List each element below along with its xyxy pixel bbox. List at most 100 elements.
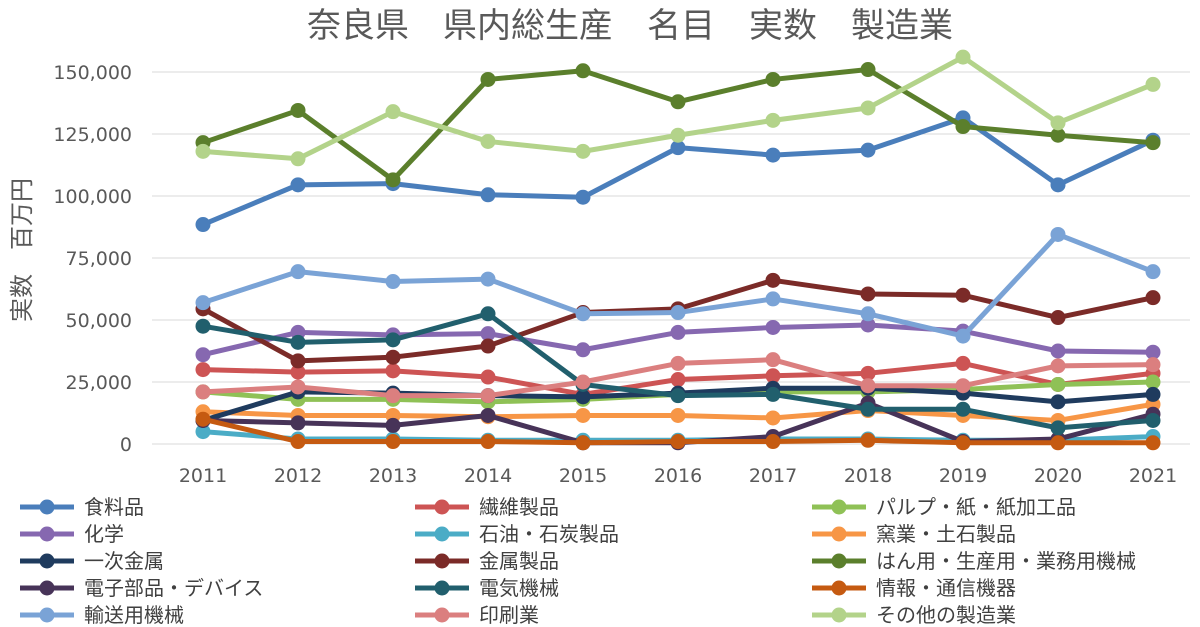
y-axis-ticks: 0 25,000 50,000 75,000 100,000 125,000 150,000 (53, 62, 132, 456)
x-tick-label: 2019 (939, 465, 987, 487)
data-point (480, 271, 496, 287)
legend-item: 輸送用機械 (20, 603, 184, 627)
data-point (765, 410, 781, 426)
data-point (955, 287, 971, 303)
data-point (670, 324, 686, 340)
data-point (385, 363, 401, 379)
legend-item: 金属製品 (415, 549, 559, 573)
data-point (955, 328, 971, 344)
data-point (290, 334, 306, 350)
data-point (670, 127, 686, 143)
legend-item: 石油・石炭製品 (415, 522, 619, 546)
legend-swatch-marker (434, 526, 450, 542)
x-tick-label: 2011 (179, 465, 227, 487)
legend-swatch-marker (39, 499, 55, 515)
data-point (480, 187, 496, 203)
x-tick-label: 2015 (559, 465, 607, 487)
legend-item: 一次金属 (20, 549, 164, 573)
y-tick-label: 125,000 (53, 124, 132, 146)
legend-swatch-marker (831, 607, 847, 623)
data-point (860, 365, 876, 381)
data-point (1050, 420, 1066, 436)
legend-label: パルプ・紙・紙加工品 (876, 495, 1076, 519)
data-point (575, 63, 591, 79)
data-point (480, 306, 496, 322)
data-point (575, 407, 591, 423)
legend-label: 繊維製品 (479, 495, 559, 519)
series-line (200, 67, 1156, 183)
data-point (290, 102, 306, 118)
y-tick-label: 100,000 (53, 186, 132, 208)
data-point (385, 388, 401, 404)
data-point (1145, 76, 1161, 92)
legend-label: 電子部品・デバイス (84, 576, 263, 600)
data-point (765, 434, 781, 450)
series-15 (195, 49, 1161, 167)
y-tick-label: 0 (120, 434, 132, 456)
legend-swatch-marker (434, 499, 450, 515)
legend-label: 情報・通信機器 (876, 576, 1016, 600)
legend-item: 化学 (20, 522, 124, 546)
data-point (1145, 135, 1161, 151)
y-tick-label: 75,000 (66, 248, 132, 270)
data-point (195, 295, 211, 311)
data-point (1145, 386, 1161, 402)
data-point (1050, 127, 1066, 143)
data-point (195, 362, 211, 378)
data-point (955, 435, 971, 451)
data-point (1050, 343, 1066, 359)
y-tick-label: 150,000 (53, 62, 132, 84)
legend-item: パルプ・紙・紙加工品 (812, 495, 1076, 519)
data-point (860, 286, 876, 302)
data-point (385, 274, 401, 290)
legend-item: 電子部品・デバイス (20, 576, 263, 600)
x-tick-label: 2014 (464, 465, 512, 487)
data-point (480, 326, 496, 342)
legend-item: 印刷業 (415, 603, 539, 627)
legend-label: 金属製品 (479, 549, 559, 573)
data-point (575, 342, 591, 358)
series-8 (195, 272, 1161, 369)
data-point (385, 434, 401, 450)
data-point (575, 374, 591, 390)
data-point (860, 432, 876, 448)
x-tick-label: 2018 (844, 465, 892, 487)
x-tick-label: 2013 (369, 465, 417, 487)
data-point (860, 100, 876, 116)
data-point (670, 305, 686, 321)
series-4 (195, 317, 1161, 363)
legend-label: その他の製造業 (876, 603, 1016, 627)
legend-label: 輸送用機械 (84, 603, 184, 627)
data-point (670, 407, 686, 423)
x-axis-ticks: 2011 2012 2013 2014 2015 2016 2017 2018 2019 2020… (179, 465, 1177, 487)
legend-swatch-marker (434, 553, 450, 569)
data-point (290, 177, 306, 193)
x-tick-label: 2012 (274, 465, 322, 487)
legend-swatch-marker (831, 553, 847, 569)
data-point (1050, 226, 1066, 242)
series-9 (195, 62, 1161, 188)
data-point (860, 62, 876, 78)
data-point (195, 384, 211, 400)
legend-swatch-marker (434, 607, 450, 623)
data-point (1145, 374, 1161, 390)
y-tick-label: 25,000 (66, 372, 132, 394)
legend-item: 食料品 (20, 495, 144, 519)
data-point (1145, 344, 1161, 360)
legend-label: 一次金属 (84, 549, 164, 573)
data-point (955, 355, 971, 371)
legend-swatch-marker (831, 499, 847, 515)
data-point (290, 364, 306, 380)
data-point (575, 143, 591, 159)
data-point (955, 119, 971, 135)
data-point (195, 143, 211, 159)
data-point (290, 353, 306, 369)
legend-label: 電気機械 (479, 576, 559, 600)
data-point (290, 379, 306, 395)
data-point (860, 142, 876, 158)
series-line (200, 277, 1156, 364)
legend-swatch-marker (39, 607, 55, 623)
legend-swatch-marker (434, 580, 450, 596)
